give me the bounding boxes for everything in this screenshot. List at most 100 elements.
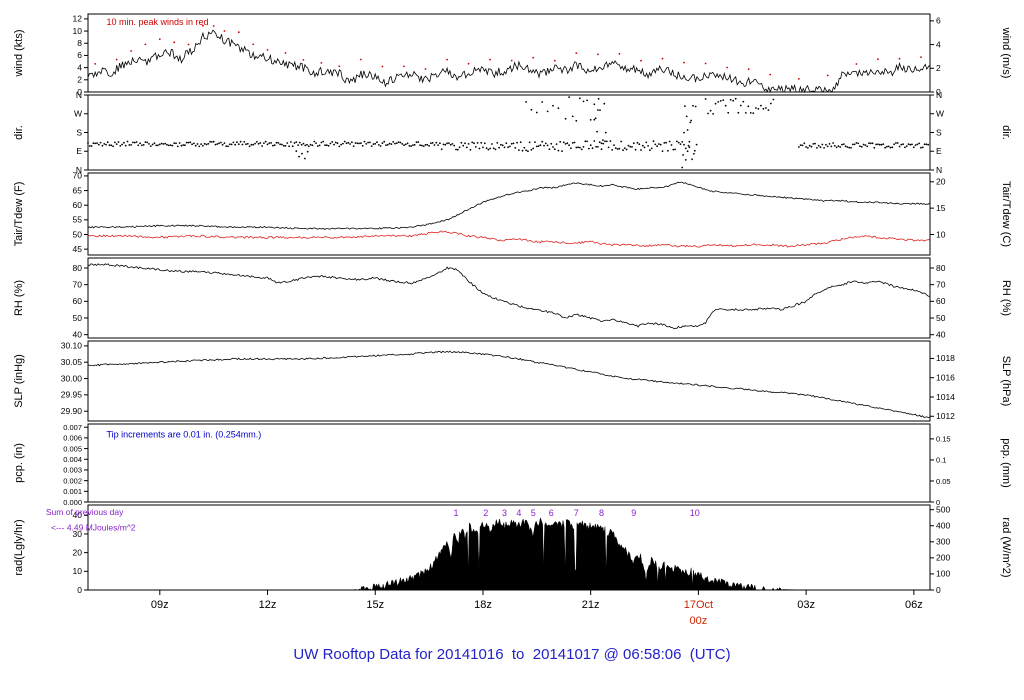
ylabel-right: Tair/Tdew (C) (1000, 181, 1012, 247)
ytick-left: 20 (73, 547, 83, 557)
ytick-left: 0 (77, 87, 82, 97)
ytick-left: 30.10 (61, 341, 83, 351)
annotation: 9 (631, 508, 636, 518)
panel-rh: 40 50 60 70 80 40 50 60 70 80 RH (%) RH (%) (13, 257, 1012, 339)
annotation: 5 (531, 508, 536, 518)
series-rh (87, 263, 930, 330)
ylabel-left: Tair/Tdew (F) (13, 182, 25, 247)
ytick-right: S (936, 127, 942, 137)
ytick-right: 0.15 (936, 435, 951, 444)
ytick-right: 400 (936, 521, 950, 531)
ytick-left: 50 (73, 229, 83, 239)
ytick-left: 30 (73, 529, 83, 539)
panel-temp: 45 50 55 60 65 70 10 15 20 Tair/Tdew (F) Tair/Tdew… (13, 171, 1012, 256)
ytick-left: 8 (77, 38, 82, 48)
ytick-right: 100 (936, 569, 950, 579)
ytick-left: 4 (77, 62, 82, 72)
ytick-left: 40 (73, 329, 83, 339)
ytick-left: 0.002 (63, 476, 82, 485)
ytick-left: 12 (73, 14, 83, 24)
annotation: 8 (599, 508, 604, 518)
ytick-right: 300 (936, 537, 950, 547)
x-tick-label: 03z (797, 599, 815, 611)
annotation: <--- 4.49 MJoules/m^2 (51, 523, 136, 533)
ytick-left: 60 (73, 200, 83, 210)
ytick-right: 500 (936, 504, 950, 514)
series-slp (87, 350, 930, 419)
ylabel-right: RH (%) (1000, 280, 1012, 316)
series-tair (87, 181, 930, 230)
x-tick-label: 09z (151, 599, 169, 611)
ytick-right: 2 (936, 63, 941, 73)
ytick-right: 70 (936, 279, 946, 289)
ytick-left: 0.005 (63, 444, 82, 453)
annotation: 6 (549, 508, 554, 518)
ytick-left: 10 (73, 566, 83, 576)
ytick-left: 10 (73, 26, 83, 36)
ytick-left: 80 (73, 263, 83, 273)
panel-frame (87, 257, 931, 339)
annotation: 10 min. peak winds in red (107, 17, 209, 27)
ytick-right: 60 (936, 296, 946, 306)
ytick-left: 55 (73, 215, 83, 225)
ytick-left: 29.90 (61, 406, 83, 416)
ytick-right: N (936, 165, 942, 175)
annotation: Tip increments are 0.01 in. (0.254mm.) (107, 429, 262, 439)
ytick-right: 10 (936, 229, 946, 239)
ylabel-left: pcp. (in) (13, 443, 25, 483)
ytick-left: 45 (73, 244, 83, 254)
ytick-left: 0.006 (63, 434, 82, 443)
annotation: 2 (483, 508, 488, 518)
x-tick-label: 12z (259, 599, 277, 611)
ylabel-left: rad(Lgly/hr) (13, 519, 25, 575)
ylabel-right: dir. (1000, 125, 1012, 140)
ytick-right: W (936, 109, 944, 119)
ytick-right: 0 (936, 585, 941, 595)
ytick-right: 0 (936, 498, 940, 507)
annotation: 10 (690, 508, 700, 518)
series-wind-direction (87, 96, 930, 169)
ytick-right: E (936, 146, 942, 156)
series-tdew (87, 230, 930, 248)
ytick-right: 50 (936, 313, 946, 323)
ytick-left: 6 (77, 50, 82, 60)
ytick-left: 0 (77, 585, 82, 595)
ytick-right: 4 (936, 39, 941, 49)
annotation: 4 (516, 508, 521, 518)
series-solar-radiation (88, 516, 930, 591)
series-peak-winds (94, 24, 922, 80)
ytick-left: 50 (73, 313, 83, 323)
ytick-right: 1012 (936, 411, 955, 421)
ytick-right: 200 (936, 553, 950, 563)
ytick-right: N (936, 90, 942, 100)
ytick-left: N (76, 165, 82, 175)
x-tick-label: 18z (474, 599, 492, 611)
panel-frame (87, 340, 931, 422)
annotation: 1 (453, 508, 458, 518)
ytick-right: 1016 (936, 373, 955, 383)
ytick-right: 0.1 (936, 456, 946, 465)
panel-slp: 29.90 29.95 30.00 30.05 30.10 1012 1014 1016 101… (13, 340, 1012, 422)
ytick-right: 20 (936, 177, 946, 187)
x-tick-label: 06z (905, 599, 923, 611)
ytick-left: S (76, 127, 82, 137)
ytick-left: 40 (73, 510, 83, 520)
ytick-left: 70 (73, 279, 83, 289)
panel-frame (87, 172, 931, 256)
ytick-left: 30.05 (61, 357, 83, 367)
x-tick-label-2: 00z (690, 615, 708, 627)
ytick-left: 65 (73, 185, 83, 195)
ytick-left: 70 (73, 171, 83, 181)
ytick-left: W (74, 109, 82, 119)
panel-wind: 0 2 4 6 8 10 12 0 2 4 6 wind (kts) wind (m/s) 10 min.… (13, 13, 1012, 97)
x-tick-label: 15z (366, 599, 384, 611)
ylabel-right: pcp. (mm) (1000, 438, 1012, 488)
ytick-right: 40 (936, 329, 946, 339)
series-wind-speed (87, 29, 930, 94)
ytick-left: E (76, 146, 82, 156)
ytick-left: N (76, 90, 82, 100)
